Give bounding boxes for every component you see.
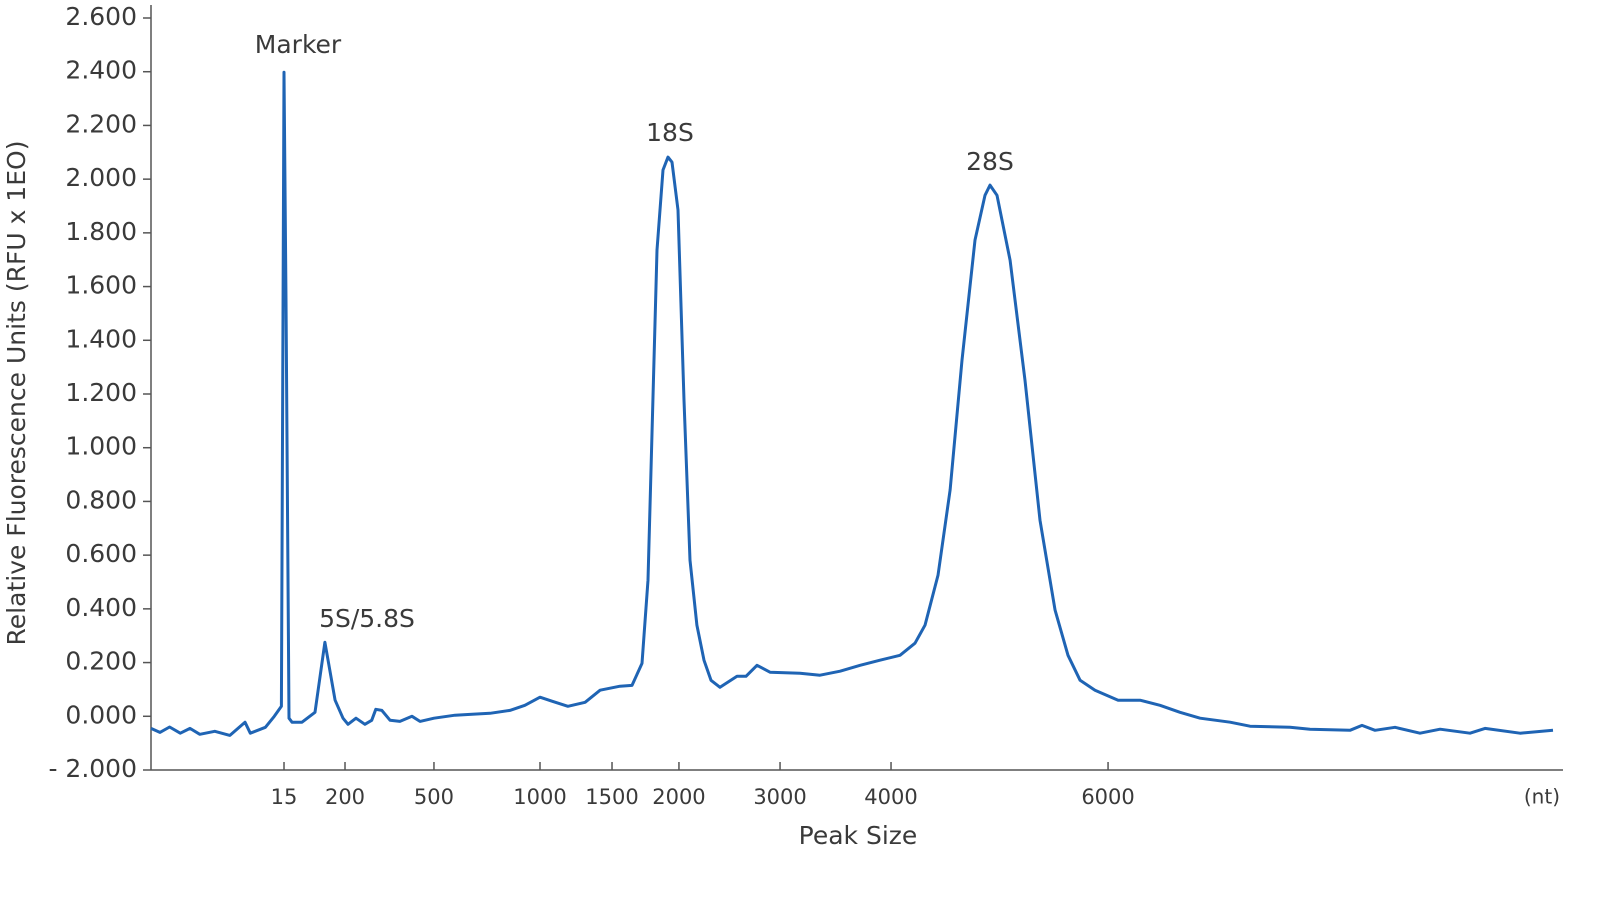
y-tick-label: 0.600 xyxy=(65,539,137,568)
x-tick-label: 200 xyxy=(325,785,365,809)
peak-label: 5S/5.8S xyxy=(319,604,415,633)
x-axis-label: Peak Size xyxy=(799,821,918,850)
x-tick-label: 4000 xyxy=(864,785,917,809)
x-tick-label: 15 xyxy=(271,785,298,809)
y-axis-label: Relative Fluorescence Units (RFU x 1EO) xyxy=(2,141,31,646)
peak-label: 18S xyxy=(646,118,694,147)
y-tick-label: 0.000 xyxy=(65,700,137,729)
y-tick-label: 2.000 xyxy=(65,163,137,192)
y-tick-label: 1.000 xyxy=(65,432,137,461)
peak-label: Marker xyxy=(255,30,342,59)
y-tick-label: - 2.000 xyxy=(48,754,137,783)
y-tick-label: 1.200 xyxy=(65,378,137,407)
y-tick-label: 2.600 xyxy=(65,2,137,31)
peak-label: 28S xyxy=(966,147,1014,176)
y-tick-label: 0.200 xyxy=(65,647,137,676)
y-tick-label: 1.400 xyxy=(65,324,137,353)
x-tick-label: 6000 xyxy=(1081,785,1134,809)
x-tick-label: 1000 xyxy=(513,785,566,809)
x-tick-label: 1500 xyxy=(585,785,638,809)
y-tick-label: 2.200 xyxy=(65,109,137,138)
y-tick-label: 0.400 xyxy=(65,593,137,622)
y-tick-label: 2.400 xyxy=(65,56,137,85)
x-unit: (nt) xyxy=(1524,785,1560,809)
trace-line xyxy=(150,70,1554,737)
x-tick-label: 3000 xyxy=(753,785,806,809)
y-tick-label: 1.600 xyxy=(65,271,137,300)
x-tick-label: 2000 xyxy=(652,785,705,809)
y-tick-label: 1.800 xyxy=(65,217,137,246)
x-tick-label: 500 xyxy=(414,785,454,809)
y-tick-label: 0.800 xyxy=(65,485,137,514)
